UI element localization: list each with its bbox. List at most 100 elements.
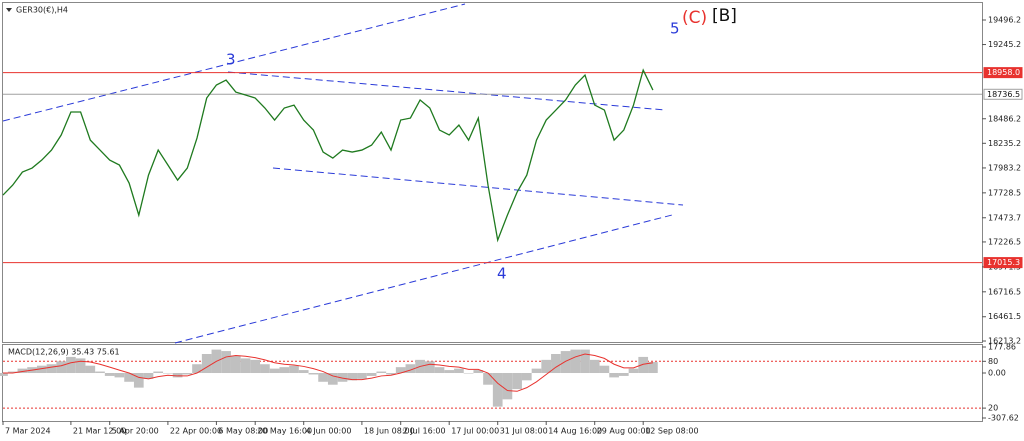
macd-bar bbox=[551, 353, 561, 374]
macd-bar bbox=[599, 365, 610, 374]
macd-bar bbox=[434, 367, 445, 374]
macd-bar bbox=[163, 373, 173, 374]
symbol-icon bbox=[6, 8, 12, 12]
price-label: 18736.5 bbox=[987, 90, 1020, 99]
macd-bar bbox=[386, 373, 396, 375]
wave-label: 5 bbox=[670, 20, 680, 38]
trendline bbox=[227, 71, 666, 111]
price-label: 18958.0 bbox=[987, 68, 1020, 77]
trendline bbox=[2, 3, 466, 122]
y-tick-label: 19496.2 bbox=[988, 15, 1021, 24]
x-tick-label: 7 Mar 2024 bbox=[5, 427, 51, 436]
macd-bar bbox=[230, 355, 241, 374]
y-tick-label: 16461.5 bbox=[988, 312, 1021, 321]
macd-bar bbox=[609, 373, 619, 378]
macd-bar bbox=[7, 371, 18, 374]
macd-bar bbox=[85, 365, 96, 374]
macd-bar bbox=[570, 349, 581, 374]
wave-label: 3 bbox=[226, 51, 236, 69]
macd-bar bbox=[502, 373, 513, 400]
macd-bar bbox=[260, 364, 270, 374]
y-tick-label: -307.62 bbox=[988, 414, 1019, 423]
macd-bar bbox=[0, 373, 8, 376]
macd-bar bbox=[172, 373, 183, 378]
macd-bar bbox=[201, 353, 212, 374]
macd-title: MACD(12,26,9) 35.43 75.61 bbox=[8, 348, 120, 357]
macd-bar bbox=[124, 373, 134, 382]
macd-bar bbox=[521, 373, 532, 381]
y-tick-label: 16716.5 bbox=[988, 287, 1021, 296]
macd-bar bbox=[405, 364, 416, 374]
macd-bar bbox=[454, 368, 464, 374]
macd-bar bbox=[153, 371, 164, 374]
macd-bar bbox=[104, 373, 115, 376]
y-tick-label: 17226.5 bbox=[988, 237, 1021, 246]
macd-bar bbox=[327, 373, 338, 385]
y-tick-label: 177.86 bbox=[988, 343, 1016, 352]
x-tick-label: 17 Jul 00:00 bbox=[451, 427, 499, 436]
macd-bar bbox=[492, 373, 503, 407]
macd-bar bbox=[541, 359, 552, 374]
macd-bar bbox=[221, 351, 231, 374]
x-tick-label: 2 Jul 16:00 bbox=[403, 427, 446, 436]
macd-bar bbox=[298, 370, 309, 374]
x-tick-label: 20 May 16:00 bbox=[257, 427, 312, 436]
y-tick-label: 18486.2 bbox=[988, 114, 1021, 123]
y-tick-label: 17473.7 bbox=[988, 213, 1021, 222]
macd-bar bbox=[17, 368, 28, 374]
price-label-box bbox=[983, 257, 1023, 269]
macd-bar bbox=[192, 364, 202, 374]
x-tick-label: 29 Aug 00:00 bbox=[597, 427, 651, 436]
macd-bar bbox=[648, 362, 658, 374]
macd-bar bbox=[36, 365, 47, 374]
macd-bar bbox=[56, 361, 67, 374]
macd-bar bbox=[66, 356, 76, 374]
macd-bar bbox=[463, 373, 474, 374]
y-tick-label: 17728.5 bbox=[988, 188, 1021, 197]
x-tick-label: 14 Aug 16:00 bbox=[548, 427, 602, 436]
y-tick-label: 0.00 bbox=[988, 369, 1006, 378]
macd-bar bbox=[618, 373, 629, 376]
macd-bar bbox=[269, 368, 280, 374]
macd-bar bbox=[250, 359, 261, 374]
wave-label: 4 bbox=[497, 265, 507, 283]
x-tick-label: 22 Apr 00:00 bbox=[170, 427, 222, 436]
x-tick-label: 12 Sep 08:00 bbox=[645, 427, 698, 436]
macd-bar bbox=[395, 367, 406, 374]
chart-title: GER30(€),H4 bbox=[16, 6, 68, 15]
price-label-box bbox=[983, 88, 1023, 100]
x-tick-label: 4 Jun 00:00 bbox=[306, 427, 352, 436]
macd-bar bbox=[46, 364, 57, 374]
macd-bar bbox=[366, 373, 377, 376]
macd-bar bbox=[589, 359, 600, 374]
y-tick-label: 80 bbox=[988, 357, 998, 366]
trendline bbox=[174, 214, 673, 344]
macd-bar bbox=[424, 361, 435, 374]
macd-bar bbox=[531, 368, 542, 374]
macd-bar bbox=[289, 365, 299, 374]
signal-line bbox=[3, 353, 653, 392]
macd-bar bbox=[318, 373, 328, 382]
macd-bar bbox=[483, 373, 493, 385]
x-tick-label: 6 May 08:00 bbox=[218, 427, 268, 436]
macd-bar bbox=[560, 351, 571, 374]
macd-bar bbox=[512, 373, 522, 390]
x-tick-label: 31 Jul 08:00 bbox=[500, 427, 548, 436]
macd-bar bbox=[580, 349, 590, 374]
y-tick-label: 16213.2 bbox=[988, 337, 1021, 346]
macd-bar bbox=[143, 373, 154, 379]
macd-bar bbox=[75, 358, 86, 374]
macd-bar bbox=[279, 367, 290, 374]
macd-bar bbox=[473, 370, 484, 374]
macd-bar bbox=[376, 371, 387, 374]
macd-bar bbox=[628, 368, 639, 374]
macd-bar bbox=[114, 373, 125, 378]
y-tick-label: 18235.2 bbox=[988, 139, 1021, 148]
macd-bar bbox=[444, 370, 455, 374]
x-tick-label: 5 Apr 20:00 bbox=[112, 427, 159, 436]
x-tick-label: 21 Mar 12:00 bbox=[73, 427, 126, 436]
macd-bar bbox=[240, 358, 251, 374]
macd-frame bbox=[2, 344, 983, 422]
macd-bar bbox=[133, 373, 144, 388]
y-tick-label: 19245.2 bbox=[988, 40, 1021, 49]
